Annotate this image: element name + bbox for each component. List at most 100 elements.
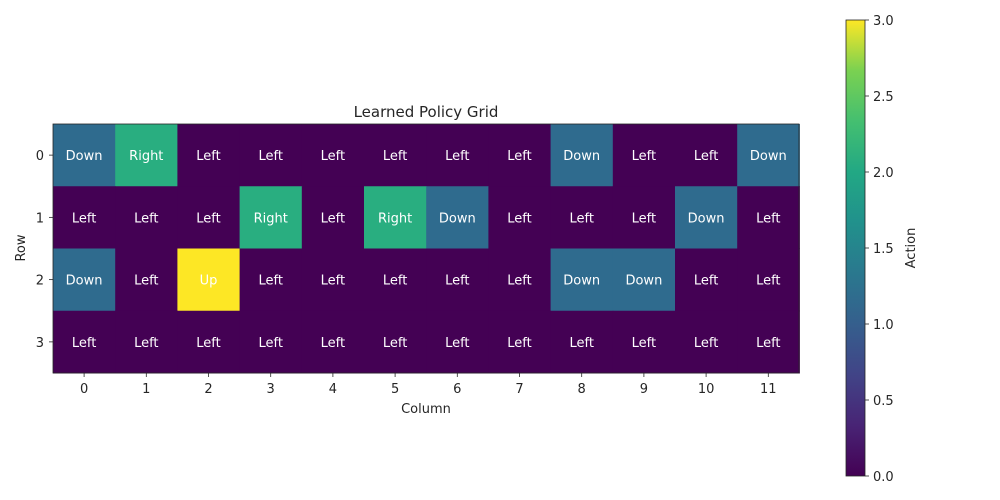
- heatmap-cell: [737, 248, 800, 312]
- heatmap-cell: [612, 248, 676, 312]
- x-tick-label: 7: [515, 382, 523, 397]
- cell-label: Down: [439, 211, 476, 226]
- x-axis: 0 1 2 3 4 5 6 7 8 9 10 11: [80, 373, 777, 397]
- x-tick-label: 5: [391, 382, 399, 397]
- x-tick-label: 8: [578, 382, 586, 397]
- x-axis-label: Column: [401, 402, 451, 417]
- cell-label: Left: [321, 149, 345, 164]
- cell-label: Left: [383, 336, 407, 351]
- heatmap-cell: [550, 310, 614, 374]
- heatmap-cell: [737, 310, 800, 374]
- heatmap-cell: [301, 248, 365, 312]
- x-tick-label: 4: [329, 382, 337, 397]
- heatmap-cell: [364, 310, 427, 374]
- cell-label: Left: [694, 274, 718, 289]
- heatmap-cell: [301, 124, 365, 187]
- heatmap-cell: [675, 186, 738, 249]
- heatmap-cell: [612, 186, 676, 249]
- heatmap-cell: [488, 186, 552, 249]
- heatmap-cell: [488, 248, 552, 312]
- heatmap-cell: [53, 186, 116, 249]
- plot-frame: [52, 123, 800, 374]
- cell-label: Left: [694, 336, 718, 351]
- x-tick-label: 11: [760, 382, 777, 397]
- cell-label: Left: [258, 336, 282, 351]
- heatmap-cell: [737, 124, 800, 187]
- cell-label: Left: [632, 336, 656, 351]
- cell-label: Left: [445, 336, 469, 351]
- heatmap-cell: [550, 186, 614, 249]
- heatmap-cell: [364, 248, 427, 312]
- cell-label: Left: [507, 149, 531, 164]
- cell-label: Left: [632, 211, 656, 226]
- heatmap-cell: [612, 310, 676, 374]
- cell-label: Left: [507, 336, 531, 351]
- cell-label: Left: [134, 336, 158, 351]
- heatmap-cell: [239, 186, 303, 249]
- cell-label: Left: [507, 211, 531, 226]
- colorbar: 0.0 0.5 1.0 1.5 2.0 2.5 3.0 Action: [845, 14, 919, 485]
- colorbar-tick-label: 2.0: [873, 166, 894, 181]
- colorbar-gradient: [845, 19, 866, 477]
- cell-label: Left: [756, 211, 780, 226]
- heatmap-cell: [53, 310, 116, 374]
- heatmap-cell: [426, 186, 489, 249]
- x-tick-label: 1: [142, 382, 150, 397]
- colorbar-tick-label: 0.0: [873, 470, 894, 485]
- heatmap-cell: [426, 310, 489, 374]
- heatmap-cell: [115, 186, 178, 249]
- cell-label: Left: [383, 149, 407, 164]
- x-tick-label: 0: [80, 382, 88, 397]
- heatmap-cell: [364, 124, 427, 187]
- cell-label: Left: [756, 336, 780, 351]
- cell-label: Left: [258, 149, 282, 164]
- x-tick-label: 3: [267, 382, 275, 397]
- cell-label: Left: [196, 211, 220, 226]
- x-tick-label: 6: [453, 382, 461, 397]
- heatmap-cell: [612, 124, 676, 187]
- cell-label: Left: [72, 336, 96, 351]
- heatmap-cell: [488, 124, 552, 187]
- y-axis: 0 1 2 3: [36, 149, 53, 351]
- heatmap-cell: [675, 310, 738, 374]
- cell-label: Left: [321, 274, 345, 289]
- heatmap-cell: [239, 124, 303, 187]
- x-tick-label: 2: [204, 382, 212, 397]
- cell-label: Right: [378, 211, 412, 226]
- heatmap-cell: [675, 248, 738, 312]
- colorbar-tick-label: 2.5: [873, 90, 894, 105]
- heatmap-cell: [737, 186, 800, 249]
- heatmap-cell: [177, 310, 241, 374]
- cell-label: Down: [563, 149, 600, 164]
- cell-label: Left: [321, 336, 345, 351]
- heatmap-cell: [177, 186, 241, 249]
- heatmap-cell: [550, 124, 614, 187]
- x-tick-label: 9: [640, 382, 648, 397]
- cell-label: Up: [200, 274, 218, 289]
- cell-label: Left: [383, 274, 407, 289]
- cell-label: Left: [507, 274, 531, 289]
- colorbar-tick-label: 1.0: [873, 318, 894, 333]
- heatmap-cell: [53, 124, 116, 187]
- cell-label: Right: [129, 149, 163, 164]
- cell-label: Left: [694, 149, 718, 164]
- cell-label: Left: [321, 211, 345, 226]
- cell-label: Left: [134, 211, 158, 226]
- heatmap-cell: [364, 186, 427, 249]
- heatmap-cell: [301, 310, 365, 374]
- chart-title: Learned Policy Grid: [354, 103, 499, 121]
- colorbar-tick-label: 3.0: [873, 14, 894, 29]
- colorbar-label: Action: [904, 228, 919, 269]
- cell-label: Left: [569, 211, 593, 226]
- cell-label: Down: [750, 149, 787, 164]
- heatmap-cell: [115, 310, 178, 374]
- heatmap-cell: [426, 124, 489, 187]
- y-tick-label: 3: [36, 336, 44, 351]
- heatmap-cell: [177, 124, 241, 187]
- cell-label: Down: [625, 274, 662, 289]
- y-tick-label: 2: [36, 274, 44, 289]
- heatmap-cell: [675, 124, 738, 187]
- cell-label: Left: [196, 336, 220, 351]
- cell-label: Left: [196, 149, 220, 164]
